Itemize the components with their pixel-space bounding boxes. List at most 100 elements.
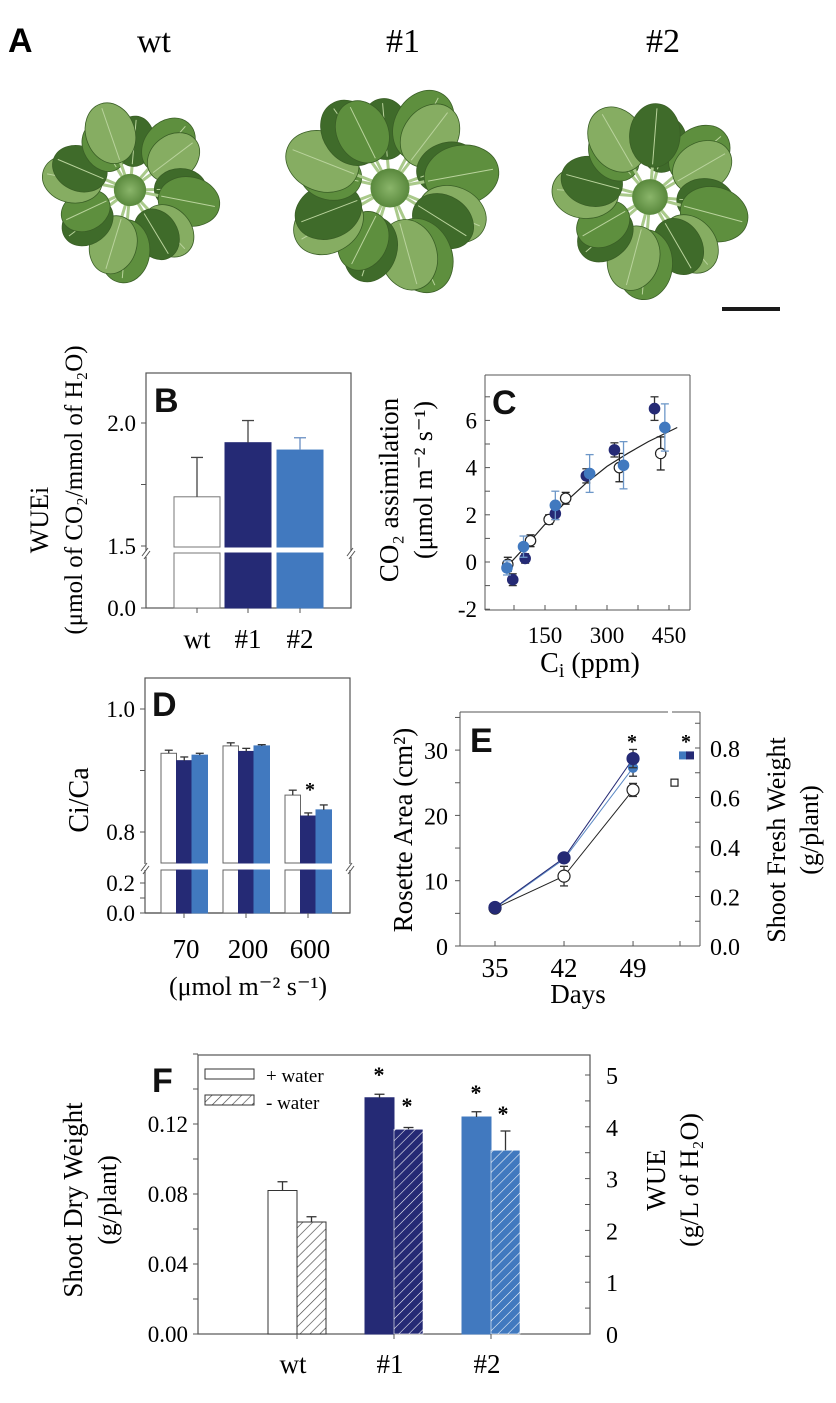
significance-asterisk: * xyxy=(374,1062,385,1087)
rosette-center xyxy=(370,168,410,208)
leaf-midrib xyxy=(351,215,377,265)
y-tick-label-right: 0.0 xyxy=(710,935,740,961)
leaf-midrib xyxy=(625,229,642,286)
panel-letter-e: E xyxy=(470,722,493,760)
e-ylabel: Rosette Area (cm²) xyxy=(388,728,418,933)
x-tick-label: #1 xyxy=(377,1349,404,1379)
leaf-midrib xyxy=(399,223,418,285)
point-#2 xyxy=(501,562,513,574)
plant-label-1: #1 xyxy=(386,23,420,60)
leaf-midrib xyxy=(410,112,448,161)
x-tick-label: 35 xyxy=(482,953,509,983)
bar-#2-plus-water xyxy=(461,1116,492,1335)
panel-letter-b: B xyxy=(154,382,179,420)
y-tick-label: 0.04 xyxy=(148,1252,189,1277)
f-ylabel-right-units: (g/L of H₂O) xyxy=(675,1113,704,1247)
leaf-midrib xyxy=(417,205,467,237)
chart-b: B 2.0 1.5 0.0 wt #1 #2 xyxy=(107,372,357,654)
leaf-midrib xyxy=(582,210,626,237)
axis-break-mark xyxy=(346,547,354,557)
significance-asterisk: * xyxy=(471,1080,482,1105)
point-#1 xyxy=(506,573,519,586)
bar-#2-600-upper xyxy=(315,809,332,864)
x-tick-label: 300 xyxy=(590,623,625,648)
legend-label-plus-water: + water xyxy=(266,1066,324,1087)
fresh-weight-1 xyxy=(686,751,694,760)
y-tick-label: 6 xyxy=(466,408,478,433)
bar-wt-70-lower xyxy=(160,869,177,914)
point-#2 xyxy=(583,467,596,480)
point-wt xyxy=(557,869,571,883)
y-tick-label: 1.0 xyxy=(106,697,135,722)
x-tick-label: wt xyxy=(280,1349,307,1379)
y-tick-label: 0.12 xyxy=(148,1112,188,1137)
plant-label-2: #2 xyxy=(646,23,680,60)
leaf-midrib xyxy=(601,114,633,167)
x-tick-label: 600 xyxy=(290,934,331,964)
bar-#2-200-lower xyxy=(253,869,270,914)
y-tick-label-right: 5 xyxy=(606,1064,618,1090)
bar-wt-200-lower xyxy=(222,869,239,914)
bar-#2-70-lower xyxy=(191,869,208,914)
plant-label-wt: wt xyxy=(137,23,172,60)
y-tick-label-right: 0.8 xyxy=(710,737,740,763)
leaf-midrib xyxy=(65,200,107,221)
point-#1 xyxy=(557,851,571,865)
leaf-midrib xyxy=(664,222,692,269)
bar-#1-upper xyxy=(224,442,272,548)
c-xlabel: Ci (ppm) xyxy=(540,648,640,682)
bar-#1-70-upper xyxy=(176,760,193,864)
e-ylabel-right: Shoot Fresh Weight xyxy=(762,737,791,943)
y-tick-label-right: 0 xyxy=(606,1323,618,1349)
x-tick-label: 150 xyxy=(528,623,563,648)
significance-asterisk: * xyxy=(305,779,315,801)
point-wt xyxy=(626,783,640,797)
significance-asterisk: * xyxy=(402,1093,413,1118)
leaf-midrib xyxy=(101,108,121,161)
chart-f: F 0.12 0.08 0.04 0.00 5 4 3 2 1 0 wt #1 #2 * * * * + water… xyxy=(148,1053,618,1379)
leaf-midrib xyxy=(143,213,169,255)
panel-a: A wt #1 #2 xyxy=(8,22,780,311)
bar-#1-70-lower xyxy=(176,869,193,914)
f-ylabel-units: (g/plant) xyxy=(93,1155,122,1245)
y-tick-label-right: 2 xyxy=(606,1219,618,1245)
panel-e: Rosette Area (cm²) Shoot Fresh Weight (g… xyxy=(388,711,824,1009)
bar-#2-upper xyxy=(276,449,324,548)
e-ylabel-right-units: (g/plant) xyxy=(795,785,824,875)
rosette-center xyxy=(632,179,668,215)
point-#2 xyxy=(659,421,671,434)
bar-#1-plus-water xyxy=(364,1097,395,1335)
y-tick-label: 10 xyxy=(424,870,448,896)
point-#1 xyxy=(608,444,621,456)
bar-#1-200-upper xyxy=(238,750,255,864)
f-ylabel: Shoot Dry Weight xyxy=(58,1102,88,1298)
y-tick-label-right: 3 xyxy=(606,1168,618,1194)
bar-#2-minus-water xyxy=(490,1149,521,1335)
axis-break-gap xyxy=(139,864,356,870)
y-tick-label-right: 1 xyxy=(606,1271,618,1297)
y-tick-label: 0.0 xyxy=(107,596,136,621)
y-tick-label-right: 4 xyxy=(606,1116,618,1142)
rosette-#2 xyxy=(551,103,749,301)
y-tick-label-right: 0.2 xyxy=(710,886,740,912)
b-ylabel: WUEi xyxy=(25,487,54,553)
y-tick-label: 0.0 xyxy=(106,901,135,926)
x-tick-label: 450 xyxy=(652,623,687,648)
leaf-midrib xyxy=(161,195,215,207)
panel-c: CO₂ assimilation (μmol m⁻² s⁻¹) C6 4 2 0 -2 1… xyxy=(374,374,691,682)
y-tick-label: 0 xyxy=(436,935,448,961)
fresh-weight-2 xyxy=(679,751,687,760)
panel-d: Ci/Ca (μmol m⁻² s⁻¹) D 1.0 0.8 0.2 0.0 70 200 6… xyxy=(64,677,356,1001)
panel-f: Shoot Dry Weight (g/plant) WUE (g/L of H… xyxy=(58,1053,704,1379)
point-#1 xyxy=(648,402,661,415)
leaf-midrib xyxy=(349,106,376,159)
bar-#1-600-upper xyxy=(300,815,317,864)
significance-asterisk: * xyxy=(681,731,691,753)
line-wt xyxy=(494,789,634,909)
axis-break-mark xyxy=(143,550,151,560)
bar-#2-600-lower xyxy=(315,869,332,914)
legend-swatch-plus-water xyxy=(204,1068,255,1080)
bar-wt-upper xyxy=(173,496,221,548)
bar-#1-200-lower xyxy=(238,869,255,914)
